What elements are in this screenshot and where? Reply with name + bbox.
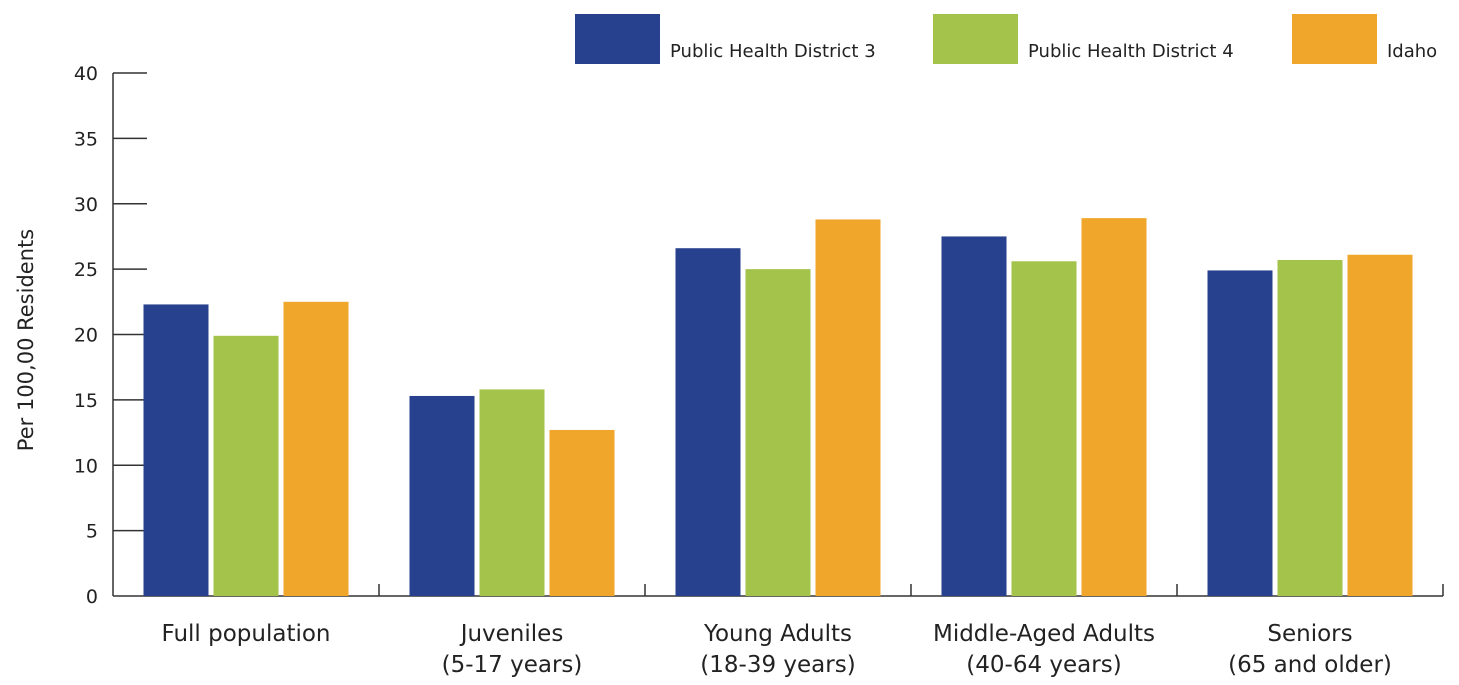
bar: [1011, 261, 1077, 596]
category-label-line: (5-17 years): [442, 652, 583, 678]
legend-swatch: [1292, 14, 1377, 64]
legend-label: Public Health District 4: [1028, 41, 1234, 62]
category-label: Middle-Aged Adults (40-64 years): [933, 621, 1155, 678]
y-axis-label: Per 100,00 Residents: [14, 229, 38, 451]
category-label-line: Middle-Aged Adults: [933, 621, 1155, 647]
category-label-line: (40-64 years): [966, 652, 1121, 678]
bar: [549, 429, 615, 596]
bar: [409, 395, 475, 596]
bars: [143, 218, 1413, 596]
bar: [479, 389, 545, 596]
bar: [675, 248, 741, 596]
y-tick-label: 5: [86, 521, 98, 543]
legend-swatch: [575, 14, 660, 64]
legend-label: Public Health District 3: [670, 41, 876, 62]
bar: [1277, 259, 1343, 596]
category-label: Juveniles (5-17 years): [442, 621, 583, 678]
category-label-line: Seniors: [1267, 621, 1352, 647]
bar: [1081, 218, 1147, 596]
bar: [815, 219, 881, 596]
category-label: Full population: [161, 621, 330, 647]
y-axis: 0 5 10 15 20 25 30 35 40: [74, 63, 147, 608]
legend: Public Health District 3 Public Health Di…: [575, 14, 1437, 64]
category-label: Young Adults (18-39 years): [700, 621, 855, 678]
category-label-line: Full population: [161, 621, 330, 647]
bar: [1207, 270, 1273, 596]
bar: [745, 269, 811, 596]
y-tick-label: 35: [74, 128, 98, 150]
legend-label: Idaho: [1387, 41, 1437, 62]
y-tick-label: 25: [74, 259, 98, 281]
legend-swatch: [933, 14, 1018, 64]
category-label-line: Young Adults: [703, 621, 852, 647]
y-tick-label: 40: [74, 63, 98, 85]
bar: [283, 301, 349, 596]
y-tick-label: 20: [74, 325, 98, 347]
x-axis: Full population Juveniles (5-17 years) Youn…: [113, 584, 1444, 678]
y-tick-label: 30: [74, 194, 98, 216]
category-label-line: (65 and older): [1228, 652, 1392, 678]
y-tick-label: 15: [74, 390, 98, 412]
category-label-line: Juveniles: [459, 621, 564, 647]
y-tick-label: 0: [86, 586, 98, 608]
bar: [143, 304, 209, 596]
category-label: Seniors (65 and older): [1228, 621, 1392, 678]
y-tick-label: 10: [74, 455, 98, 477]
bar: [941, 236, 1007, 596]
bar: [1347, 254, 1413, 596]
category-label-line: (18-39 years): [700, 652, 855, 678]
bar: [213, 335, 279, 596]
